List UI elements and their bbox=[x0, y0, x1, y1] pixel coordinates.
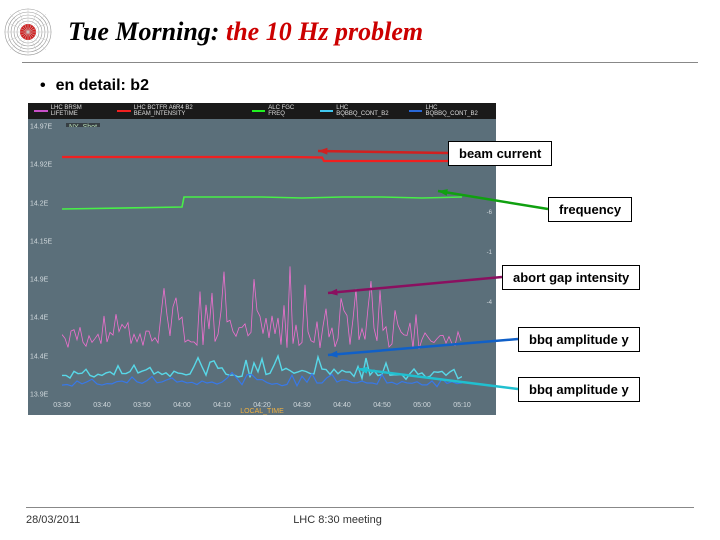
title-rest: the 10 Hz problem bbox=[219, 17, 423, 46]
bullet-item: • en detail: b2 bbox=[0, 73, 720, 103]
bullet-dot-icon: • bbox=[40, 77, 46, 94]
footer-date: 28/03/2011 bbox=[26, 514, 293, 526]
title-prefix: Tue Morning: bbox=[68, 17, 219, 46]
footer-meeting: LHC 8:30 meeting bbox=[293, 514, 382, 526]
page-title: Tue Morning: the 10 Hz problem bbox=[68, 17, 423, 47]
arrow-bbq-y-2 bbox=[28, 103, 708, 423]
header-divider bbox=[22, 62, 698, 63]
bullet-text: en detail: b2 bbox=[56, 77, 149, 94]
footer-divider bbox=[26, 507, 694, 508]
logo-icon bbox=[4, 8, 52, 56]
footer: 28/03/2011 LHC 8:30 meeting bbox=[0, 507, 720, 526]
chart-container: LHC BRSM LIFETIMELHC BCTFR A6R4 B2 BEAM_… bbox=[28, 103, 706, 423]
